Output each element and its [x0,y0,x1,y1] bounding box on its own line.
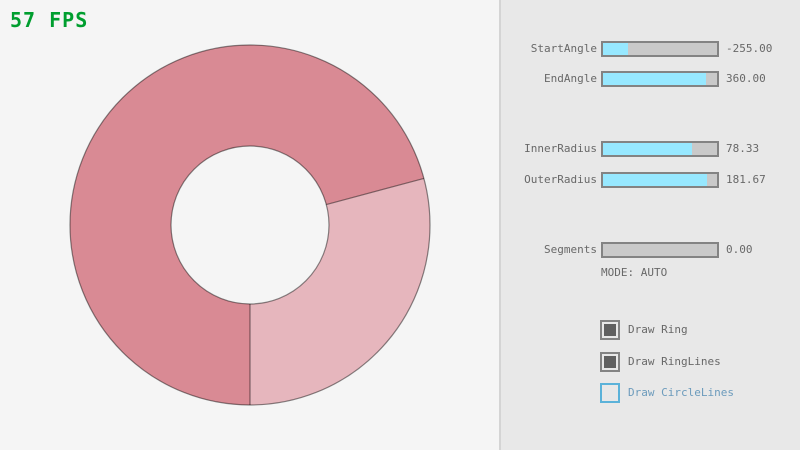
draw-ring-checkbox[interactable] [600,320,620,340]
checkbox-draw-ringlines[interactable]: Draw RingLines [600,352,800,372]
segments-label: Segments [544,243,597,256]
draw-circlelines-checkbox-mark [604,387,616,399]
segments-mode-label: MODE: AUTO [601,266,668,279]
segments-value: 0.00 [726,243,753,256]
startangle-slider-fill [603,43,628,55]
fps-counter: 57 FPS [10,8,89,32]
outerradius-slider[interactable] [601,172,719,188]
ring-lines [69,44,431,406]
innerradius-slider[interactable] [601,141,719,157]
ring-canvas [69,44,431,406]
outerradius-label: OuterRadius [524,173,597,186]
ring-sector-double-pass [70,44,424,405]
ring-outer-line [69,44,431,406]
endangle-label: EndAngle [544,72,597,85]
checkbox-draw-circlelines[interactable]: Draw CircleLines [600,383,800,403]
slider-row-endangle: EndAngle 360.00 [501,71,800,87]
draw-ring-label: Draw Ring [628,323,688,336]
ring-sector-single-pass [250,178,431,405]
outerradius-slider-fill [603,174,707,186]
draw-ringlines-checkbox[interactable] [600,352,620,372]
slider-row-segments: Segments 0.00 [501,242,800,258]
innerradius-value: 78.33 [726,142,760,155]
slider-row-outerradius: OuterRadius 181.67 [501,172,800,188]
panel-divider [499,0,501,450]
startangle-slider[interactable] [601,41,719,57]
ring-inner-line [170,145,330,305]
innerradius-label: InnerRadius [524,142,597,155]
draw-ring-checkbox-mark [604,324,616,336]
slider-row-innerradius: InnerRadius 78.33 [501,141,800,157]
startangle-value: -255.00 [726,42,773,55]
endangle-value: 360.00 [726,72,766,85]
startangle-label: StartAngle [530,42,597,55]
slider-row-startangle: StartAngle -255.00 [501,41,800,57]
draw-circlelines-label: Draw CircleLines [628,386,734,399]
ring-radial-line-end [326,177,425,206]
endangle-slider-fill [603,73,706,85]
draw-ringlines-checkbox-mark [604,356,616,368]
innerradius-slider-fill [603,143,693,155]
draw-ringlines-label: Draw RingLines [628,355,721,368]
segments-slider[interactable] [601,242,719,258]
control-panel: StartAngle -255.00 EndAngle 360.00 Inner… [501,0,800,450]
checkbox-draw-ring[interactable]: Draw Ring [600,320,800,340]
endangle-slider[interactable] [601,71,719,87]
draw-circlelines-checkbox[interactable] [600,383,620,403]
outerradius-value: 181.67 [726,173,766,186]
